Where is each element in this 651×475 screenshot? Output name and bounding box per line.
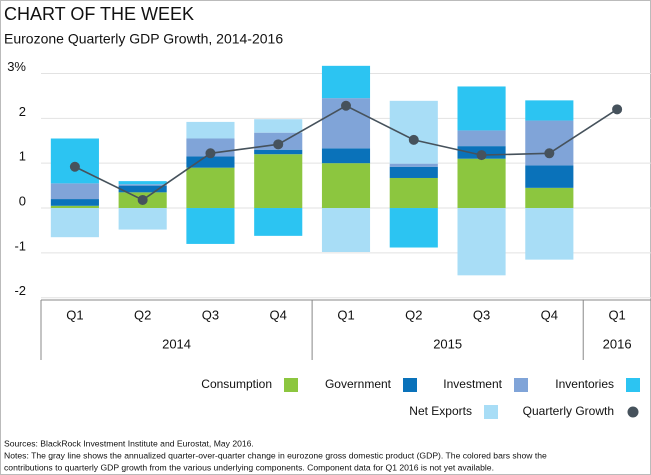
chart-subtitle: Eurozone Quarterly GDP Growth, 2014-2016 [4, 31, 283, 47]
x-tick-label: Q3 [473, 307, 490, 322]
legend-swatch [514, 378, 528, 392]
legend-swatch [403, 378, 417, 392]
bar-segment [457, 158, 506, 209]
bar-segment [389, 163, 438, 167]
bar-segment [321, 163, 371, 209]
bar-segment [254, 154, 303, 209]
bar-segment [254, 208, 303, 236]
chart-title: CHART OF THE WEEK [4, 4, 194, 24]
year-label: 2015 [433, 336, 462, 351]
x-tick-label: Q1 [66, 307, 83, 322]
bar-segment [186, 167, 235, 209]
legend-label: Quarterly Growth [523, 404, 614, 418]
legend-swatch [626, 378, 640, 392]
note: Notes: The gray line shows the annualize… [4, 450, 547, 460]
year-label: 2014 [162, 336, 191, 351]
y-tick-label: 3% [7, 59, 26, 74]
bar-segment [389, 166, 438, 178]
bar-segment [50, 208, 99, 238]
growth-point [341, 100, 351, 111]
legend-label: Inventories [555, 377, 614, 391]
growth-point [273, 139, 284, 150]
growth-point [544, 148, 555, 159]
x-tick-label: Q2 [134, 307, 151, 322]
bar-segment [254, 119, 303, 133]
bar-segment [254, 149, 303, 155]
legend-swatch [284, 378, 298, 392]
note: contributions to quarterly GDP growth fr… [4, 462, 494, 472]
bar-segment [525, 165, 574, 188]
y-tick-label: -1 [14, 238, 26, 253]
legend-swatch [484, 405, 498, 419]
bar-segment [118, 181, 167, 185]
bar-segment [186, 121, 235, 139]
legend-label: Consumption [201, 377, 272, 391]
growth-point [476, 150, 487, 161]
bar-segment [457, 130, 506, 147]
x-tick-label: Q3 [202, 307, 219, 322]
growth-point [205, 148, 216, 159]
bar-segment [321, 208, 371, 252]
x-tick-label: Q1 [608, 307, 625, 322]
bar-segment [50, 205, 99, 209]
x-tick-label: Q1 [337, 307, 354, 322]
y-tick-label: 1 [19, 149, 26, 164]
legend-label: Government [325, 377, 392, 391]
bar-segment [321, 65, 371, 99]
bar-segment [50, 199, 99, 206]
bar-segment [457, 86, 506, 131]
bar-segment [525, 208, 574, 260]
y-tick-label: 2 [19, 104, 26, 119]
bar-segment [389, 177, 438, 209]
legend-label: Investment [443, 377, 502, 391]
x-tick-label: Q4 [541, 307, 558, 322]
bar-segment [186, 208, 235, 244]
bar-segment [186, 156, 235, 168]
bar-segment [457, 208, 506, 276]
year-label: 2016 [603, 336, 632, 351]
legend-swatch [627, 406, 639, 418]
growth-point [408, 134, 419, 145]
bar-segment [389, 208, 438, 248]
growth-point [612, 104, 623, 115]
bar-segment [50, 138, 99, 184]
y-tick-label: -2 [14, 283, 26, 298]
bar-segment [525, 100, 574, 121]
bar-segment [321, 148, 371, 164]
bar-segment [50, 183, 99, 200]
bar-segment [525, 187, 574, 209]
growth-point [137, 194, 148, 205]
y-tick-label: 0 [19, 193, 26, 208]
note: Sources: BlackRock Investment Institute … [4, 438, 254, 448]
legend-label: Net Exports [409, 404, 472, 418]
growth-point [69, 161, 80, 172]
bar-segment [118, 208, 167, 230]
x-tick-label: Q4 [270, 307, 287, 322]
bar-segment [118, 184, 167, 186]
bar-segment [118, 185, 167, 193]
x-tick-label: Q2 [405, 307, 422, 322]
